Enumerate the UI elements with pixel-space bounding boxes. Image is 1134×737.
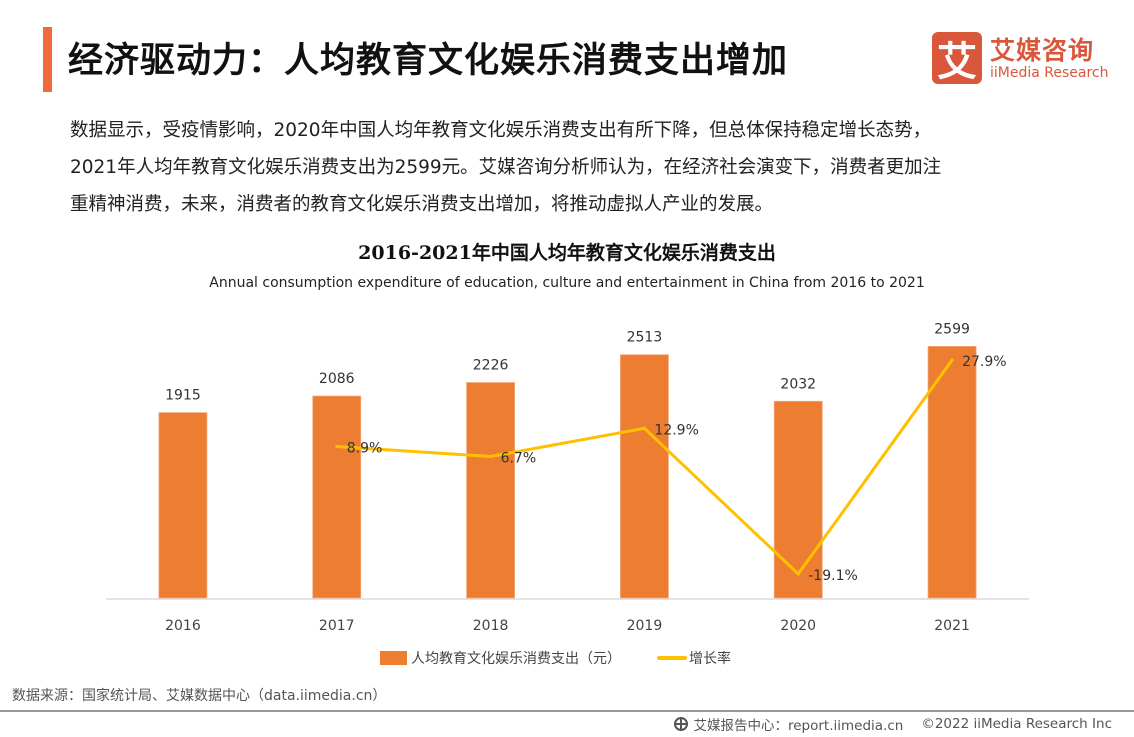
- growth-point-2017: [335, 445, 339, 449]
- growth-label-2019: 12.9%: [654, 422, 698, 438]
- bar-label-2016: 1915: [165, 388, 201, 404]
- bar-2019: [620, 354, 669, 599]
- growth-point-2020: [796, 572, 800, 576]
- page-title: 经济驱动力：人均教育文化娱乐消费支出增加: [68, 41, 789, 81]
- legend-line-swatch: [657, 656, 687, 660]
- legend-bar-swatch: [380, 651, 407, 665]
- x-tick-label-2020: 2020: [780, 618, 816, 634]
- bar-2016: [158, 412, 208, 599]
- report-center-link[interactable]: 艾媒报告中心：report.iimedia.cn: [693, 718, 904, 734]
- footer: 艾媒报告中心：report.iimedia.cn ©2022 iiMedia R…: [674, 714, 1112, 734]
- x-tick-label-2016: 2016: [165, 618, 201, 634]
- globe-cursor-icon: [674, 717, 689, 731]
- bar-label-2019: 2513: [627, 330, 663, 346]
- bar-2021: [927, 346, 977, 599]
- data-source: 数据来源：国家统计局、艾媒数据中心（data.iimedia.cn）: [12, 688, 387, 704]
- x-tick-label-2018: 2018: [473, 618, 509, 634]
- growth-label-2021: 27.9%: [962, 354, 1006, 370]
- legend-line-label: 增长率: [689, 651, 731, 667]
- chart-title: 2016-2021年中国人均年教育文化娱乐消费支出: [358, 242, 776, 264]
- chart-legend: 人均教育文化娱乐消费支出（元） 增长率: [380, 648, 731, 668]
- logo-name-en: iiMedia Research: [990, 64, 1109, 81]
- x-tick-label-2021: 2021: [934, 618, 970, 634]
- bar-label-2017: 2086: [319, 371, 355, 387]
- summary-text: 数据显示，受疫情影响，2020年中国人均年教育文化娱乐消费支出有所下降，但总体保…: [70, 112, 1090, 223]
- bar-label-2018: 2226: [473, 358, 509, 374]
- chart-subtitle: Annual consumption expenditure of educat…: [209, 275, 925, 291]
- title-accent-bar: [43, 27, 52, 92]
- growth-label-2018: 6.7%: [501, 451, 537, 467]
- bar-2020: [773, 400, 823, 599]
- logo-name-cn: 艾媒咨询: [990, 35, 1095, 65]
- growth-point-2018: [489, 455, 493, 459]
- growth-point-2021: [950, 358, 954, 362]
- bar-label-2020: 2032: [780, 376, 816, 392]
- growth-label-2020: -19.1%: [808, 568, 858, 584]
- x-tick-label-2019: 2019: [627, 618, 663, 634]
- logo-text: 艾媒咨询 iiMedia Research: [990, 36, 1109, 81]
- growth-label-2017: 8.9%: [347, 441, 383, 457]
- summary-line: 重精神消费，未来，消费者的教育文化娱乐消费支出增加，将推动虚拟人产业的发展。: [70, 194, 774, 215]
- bar-2017: [312, 395, 362, 599]
- summary-line: 数据显示，受疫情影响，2020年中国人均年教育文化娱乐消费支出有所下降，但总体保…: [70, 120, 932, 141]
- iimedia-logo: 艾 艾媒咨询 iiMedia Research: [932, 31, 1109, 85]
- logo-mark-icon: 艾: [932, 32, 982, 85]
- bar-2018: [466, 382, 515, 599]
- bar-label-2021: 2599: [934, 321, 970, 337]
- x-tick-label-2017: 2017: [319, 618, 355, 634]
- legend-bar-label: 人均教育文化娱乐消费支出（元）: [411, 651, 621, 667]
- summary-line: 2021年人均年教育文化娱乐消费支出为2599元。艾媒咨询分析师认为，在经济社会…: [70, 157, 942, 178]
- footer-divider: [0, 710, 1134, 712]
- copyright: ©2022 iiMedia Research Inc: [921, 716, 1112, 732]
- growth-point-2019: [642, 426, 646, 430]
